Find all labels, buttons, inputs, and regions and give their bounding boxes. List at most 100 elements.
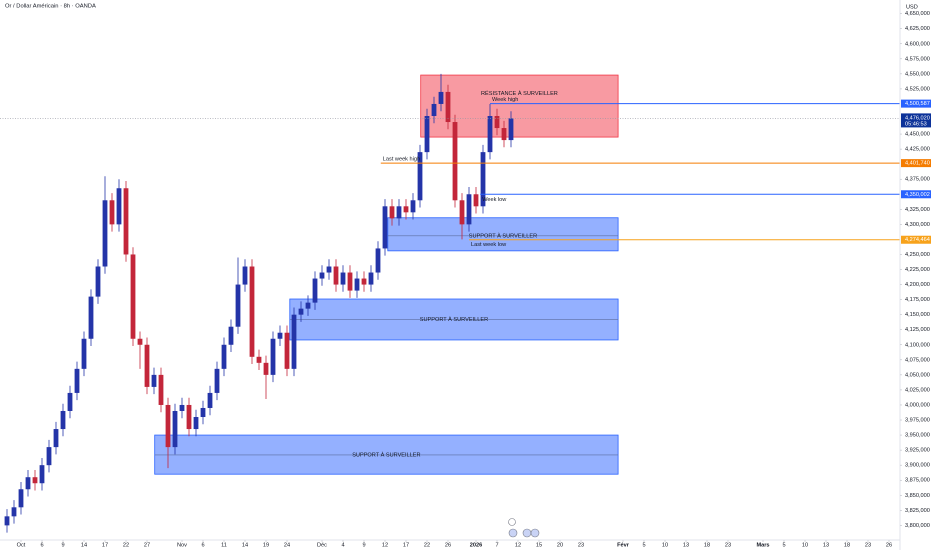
candle-body [130,254,136,339]
candle-body [361,278,367,285]
x-tick-label: 18 [704,542,710,548]
level-tag [901,159,931,168]
candle-body [214,368,220,393]
candle-body [340,272,346,285]
candle-body [4,516,10,526]
y-tick-label: 3,900,000 [905,463,930,469]
candle-body [403,206,409,213]
x-tick-label: 17 [403,542,409,548]
x-tick-label: 19 [263,542,269,548]
x-tick-label: 22 [424,542,430,548]
x-tick-label: 7 [495,542,498,548]
y-tick-label: 3,875,000 [905,478,930,484]
candle-body [319,272,325,279]
candle-body [396,206,402,219]
candle-body [137,338,143,345]
candle-body [123,188,129,255]
candles [4,73,514,533]
y-tick-label: 4,575,000 [905,56,930,62]
x-tick-label: 23 [865,542,871,548]
x-tick-label: 14 [81,542,87,548]
x-tick-label: Déc [317,542,327,548]
candle-body [151,374,157,387]
candle-body [221,344,227,369]
level-tag [901,235,931,244]
x-tick-label: 26 [886,542,892,548]
y-tick-label: 4,050,000 [905,372,930,378]
y-tick-label: 4,325,000 [905,207,930,213]
candle-body [284,332,290,369]
y-tick-label: 4,525,000 [905,86,930,92]
candle-body [326,266,332,273]
y-tick-label: 3,825,000 [905,508,930,514]
x-tick-label: 5 [782,542,785,548]
candle-body [291,314,297,369]
zone-label: SUPPORT À SURVEILLER [420,316,488,323]
x-tick-label: 17 [102,542,108,548]
candle-body [501,128,507,141]
candle-body [333,266,339,285]
candle-body [452,122,458,201]
y-tick-label: 4,450,000 [905,132,930,138]
candle-body [354,278,360,291]
y-tick-label: 4,025,000 [905,387,930,393]
y-tick-label: 3,925,000 [905,448,930,454]
candle-body [277,332,283,339]
candle-body [417,152,423,201]
candle-body [67,392,73,411]
levels: Week high Last week high Week low Last week… [0,97,900,248]
zone-label: SUPPORT À SURVEILLER [352,451,420,458]
candle-body [263,362,269,375]
event-icons [508,518,540,538]
y-tick-label: 4,175,000 [905,297,930,303]
x-tick-label: 12 [515,542,521,548]
candle-body [466,194,472,225]
candle-body [88,296,94,339]
candle-body [46,447,52,466]
level-tag-label: 4,350,002 [905,192,930,198]
candle-body [487,116,493,153]
y-tick-label: 3,975,000 [905,418,930,424]
y-tick-label: 4,300,000 [905,222,930,228]
y-tick-label: 4,225,000 [905,267,930,273]
x-tick-label: Mars [756,542,769,548]
y-tick-label: 4,125,000 [905,327,930,333]
candle-body [438,91,444,104]
candle-body [270,338,276,375]
x-tick-label: 2026 [470,542,482,548]
candle-body [109,200,115,225]
x-tick-label: 18 [844,542,850,548]
candle-body [186,404,192,430]
candle-body [11,507,17,517]
y-tick-label: 4,650,000 [905,11,930,17]
zone [387,217,619,252]
level-label: Last week high [383,157,420,163]
x-tick-label: 9 [362,542,365,548]
x-tick-label: 6 [201,542,204,548]
x-tick-label: 23 [578,542,584,548]
candle-body [32,477,38,484]
candle-body [53,429,59,448]
candle-body [256,356,262,363]
candle-body [74,368,80,393]
candle-body [249,266,255,357]
candle-body [102,200,108,267]
x-tick-label: 22 [123,542,129,548]
candle-body [368,272,374,285]
candle-body [228,326,234,345]
x-tick-label: Nov [177,542,187,548]
y-tick-label: 4,200,000 [905,282,930,288]
y-tick-label: 4,100,000 [905,342,930,348]
y-tick-label: 3,950,000 [905,433,930,439]
level-label: Week high [492,97,518,103]
candle-body [116,188,122,225]
x-tick-label: 15 [536,542,542,548]
x-tick-label: 6 [40,542,43,548]
candle-body [382,206,388,249]
candle-body [494,116,500,129]
x-tick-label: 13 [823,542,829,548]
x-tick-label: 12 [382,542,388,548]
candle-body [312,278,318,303]
level-tag-label: 4,401,740 [905,161,930,167]
